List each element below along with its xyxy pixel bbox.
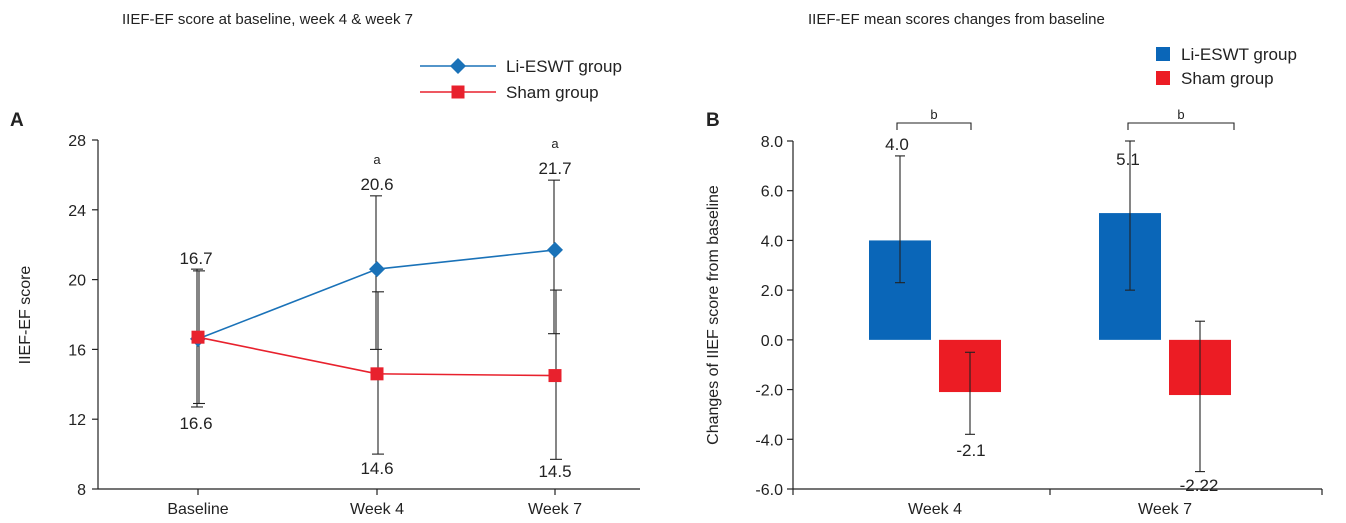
panel-a-line-chart: IIEF-EF score at baseline, week 4 & week… [10, 11, 640, 518]
panel-a-point-sham [191, 330, 205, 344]
panel-b-y-tick-label: -2.0 [755, 383, 783, 400]
panel-a-x-tick-label: Baseline [167, 501, 228, 518]
panel-a-data-label: 14.6 [360, 459, 393, 478]
panel-a-point-li-eswt [369, 261, 385, 278]
panel-b-data-label: 5.1 [1116, 150, 1140, 169]
panel-a-significance-mark: a [373, 152, 381, 167]
panel-a-legend-marker-sham [451, 85, 465, 99]
panel-a-y-tick-label: 12 [68, 412, 86, 429]
panel-b-legend-swatch-li-eswt [1156, 47, 1170, 61]
panel-a-x-tick-label: Week 7 [528, 501, 582, 518]
panel-a-point-li-eswt [547, 241, 563, 258]
panel-a-x-tick-label: Week 4 [350, 501, 404, 518]
panel-a-y-tick-label: 28 [68, 133, 86, 150]
panel-a-plot-area: 16.7 16.6 20.6 14.6 21.7 14.5 a a [179, 136, 571, 481]
panel-a-data-label: 20.6 [360, 175, 393, 194]
panel-a-data-label: 14.5 [538, 462, 571, 481]
panel-b-letter: B [706, 110, 720, 131]
panel-b-legend-label-li-eswt: Li-ESWT group [1181, 45, 1297, 64]
panel-a-legend-label-sham: Sham group [506, 83, 599, 102]
panel-b-y-tick-label: 2.0 [761, 283, 783, 300]
panel-b-data-label: -2.1 [956, 441, 985, 460]
panel-a-data-label: 16.7 [179, 249, 212, 268]
panel-b-significance-bracket [896, 122, 972, 130]
panel-b-y-tick-label: -6.0 [755, 482, 783, 499]
panel-b-significance-mark: b [930, 107, 937, 122]
panel-a-y-tick-label: 20 [68, 273, 86, 290]
panel-a-point-sham [370, 367, 384, 381]
panel-a-point-sham [548, 369, 562, 383]
panel-a-y-axis-label: IIEF-EF score [17, 266, 34, 365]
panel-b-title: IIEF-EF mean scores changes from baselin… [808, 11, 1105, 28]
panel-b-y-tick-label: 0.0 [761, 333, 783, 350]
panel-a-y-tick-label: 8 [77, 482, 86, 499]
panel-b-data-label: -2.22 [1180, 476, 1219, 495]
panel-b-x-tick-label: Week 4 [908, 501, 962, 518]
panel-b-axes: -6.0 -4.0 -2.0 0.0 2.0 4.0 6.0 8.0 Week 4 Week 7 [755, 134, 1323, 518]
panel-b-y-tick-label: -4.0 [755, 432, 783, 449]
panel-a-y-tick-label: 24 [68, 203, 86, 220]
panel-b-significance-bracket [1127, 122, 1235, 130]
panel-a-axes: 8 12 16 20 24 28 Baseline Week 4 Week 7 [68, 133, 640, 518]
panel-b-y-tick-label: 4.0 [761, 233, 783, 250]
panel-a-legend-label-li-eswt: Li-ESWT group [506, 57, 622, 76]
panel-b-y-tick-label: 8.0 [761, 134, 783, 151]
panel-b-significance-mark: b [1177, 107, 1184, 122]
panel-b-x-tick-label: Week 7 [1138, 501, 1192, 518]
panel-b-y-axis-label: Changes of IIEF score from baseline [705, 185, 722, 445]
panel-a-significance-mark: a [551, 136, 559, 151]
panel-b-plot-area: 4.0 5.1 -2.1 -2.22 b b [869, 107, 1235, 495]
panel-a-title: IIEF-EF score at baseline, week 4 & week… [122, 11, 413, 28]
panel-b-bar-chart: IIEF-EF mean scores changes from baselin… [705, 11, 1323, 518]
panel-b-legend-swatch-sham [1156, 71, 1170, 85]
panel-b-data-label: 4.0 [885, 135, 909, 154]
panel-a-letter: A [10, 110, 24, 131]
panel-a-data-label: 16.6 [179, 414, 212, 433]
panel-a-legend: Li-ESWT group Sham group [420, 57, 622, 102]
panel-a-legend-marker-li-eswt [450, 58, 466, 74]
panel-a-data-label: 21.7 [538, 159, 571, 178]
panel-a-y-tick-label: 16 [68, 342, 86, 359]
panel-b-legend-label-sham: Sham group [1181, 69, 1274, 88]
panel-b-legend: Li-ESWT group Sham group [1156, 45, 1297, 88]
panel-b-y-tick-label: 6.0 [761, 184, 783, 201]
